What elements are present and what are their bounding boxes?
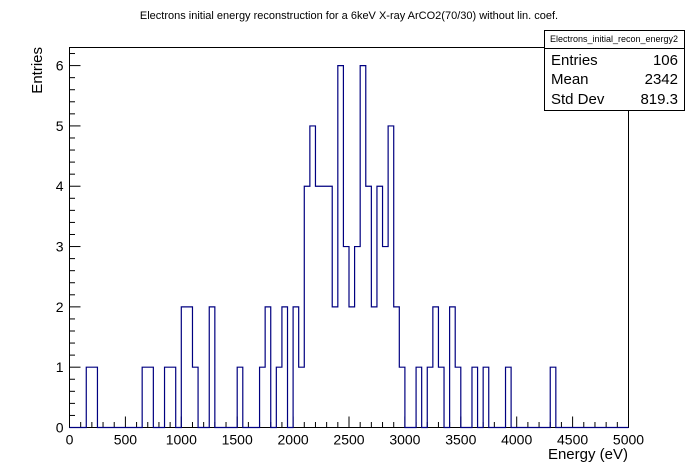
histogram-bin — [181, 307, 187, 428]
y-tick-label: 2 — [56, 299, 64, 315]
histogram-bin — [355, 247, 361, 428]
histogram-bin — [366, 186, 372, 427]
x-tick-label: 5000 — [613, 432, 644, 448]
x-tick-label: 3500 — [445, 432, 476, 448]
x-tick-label: 1500 — [222, 432, 253, 448]
histogram-bin — [416, 367, 422, 427]
x-tick-label: 0 — [66, 432, 74, 448]
histogram-bin — [237, 367, 243, 427]
y-tick-label: 1 — [56, 359, 64, 375]
histogram-bin — [349, 307, 355, 428]
histogram-line — [69, 64, 629, 429]
histogram-bin — [371, 307, 377, 428]
histogram-bin — [438, 367, 444, 427]
y-tick-label: 3 — [56, 239, 64, 255]
histogram-bin — [170, 367, 176, 427]
x-axis: 0 500 1000 1500 2000 2500 3000 3500 4000 4500 5000 — [66, 416, 644, 448]
y-axis: 0 1 2 3 4 5 6 — [56, 53, 81, 436]
stats-mean-value: 2342 — [645, 71, 678, 88]
histogram-bin — [310, 126, 316, 428]
histogram-bin — [321, 186, 327, 427]
histogram-series — [69, 64, 629, 429]
histogram-bin — [187, 307, 193, 428]
y-tick-label: 5 — [56, 118, 64, 134]
x-tick-label: 2000 — [278, 432, 309, 448]
histogram-bin — [282, 307, 288, 428]
stats-box-frame — [544, 30, 685, 111]
histogram-bin — [360, 66, 366, 428]
x-tick-label: 4000 — [501, 432, 532, 448]
x-axis-label: Energy (eV) — [548, 446, 628, 463]
histogram-bin — [299, 367, 305, 427]
histogram-bin — [338, 66, 344, 428]
x-tick-label: 4500 — [557, 432, 588, 448]
histogram-bin — [383, 247, 389, 428]
x-tick-label: 3000 — [389, 432, 420, 448]
histogram-bin — [483, 367, 489, 427]
histogram-bin — [192, 367, 198, 427]
stats-entries-value: 106 — [653, 52, 678, 69]
chart-title: Electrons initial energy reconstruction … — [140, 10, 558, 22]
histogram-bin — [265, 307, 271, 428]
x-tick-label: 2500 — [333, 432, 364, 448]
histogram-bin — [260, 367, 266, 427]
y-axis-label: Entries — [29, 47, 46, 94]
histogram-bin — [394, 307, 400, 428]
stats-stddev-value: 819.3 — [640, 91, 678, 108]
histogram-bin — [399, 367, 405, 427]
histogram-bin — [472, 367, 478, 427]
y-tick-label: 6 — [56, 58, 64, 74]
stats-mean-label: Mean — [551, 71, 589, 88]
x-tick-label: 500 — [114, 432, 138, 448]
stats-box-title: Electrons_initial_recon_energy2 — [550, 34, 678, 44]
histogram-bin — [315, 186, 321, 427]
histogram-bin — [148, 367, 154, 427]
histogram-bin — [343, 247, 349, 428]
stats-stddev-label: Std Dev — [551, 91, 605, 108]
y-tick-label: 0 — [56, 420, 64, 436]
histogram-bin — [377, 186, 383, 427]
histogram-bin — [327, 186, 333, 427]
histogram-bin — [388, 126, 394, 428]
stats-entries-label: Entries — [551, 52, 598, 69]
histogram-bin — [304, 186, 310, 427]
histogram-bin — [86, 367, 92, 427]
histogram-bin — [276, 367, 282, 427]
histogram-bin — [455, 367, 461, 427]
histogram-bin — [165, 367, 171, 427]
histogram-bin — [209, 307, 215, 428]
histogram-bin — [427, 367, 433, 427]
y-tick-label: 4 — [56, 178, 64, 194]
x-tick-label: 1000 — [166, 432, 197, 448]
histogram-bin — [450, 307, 456, 428]
histogram-bin — [332, 307, 338, 428]
histogram-bin — [293, 307, 299, 428]
histogram-bin — [433, 307, 439, 428]
stats-box: Electrons_initial_recon_energy2 Entries … — [544, 30, 685, 111]
histogram-bin — [506, 367, 512, 427]
histogram-bin — [92, 367, 98, 427]
histogram-bin — [142, 367, 148, 427]
histogram-bin — [550, 367, 556, 427]
